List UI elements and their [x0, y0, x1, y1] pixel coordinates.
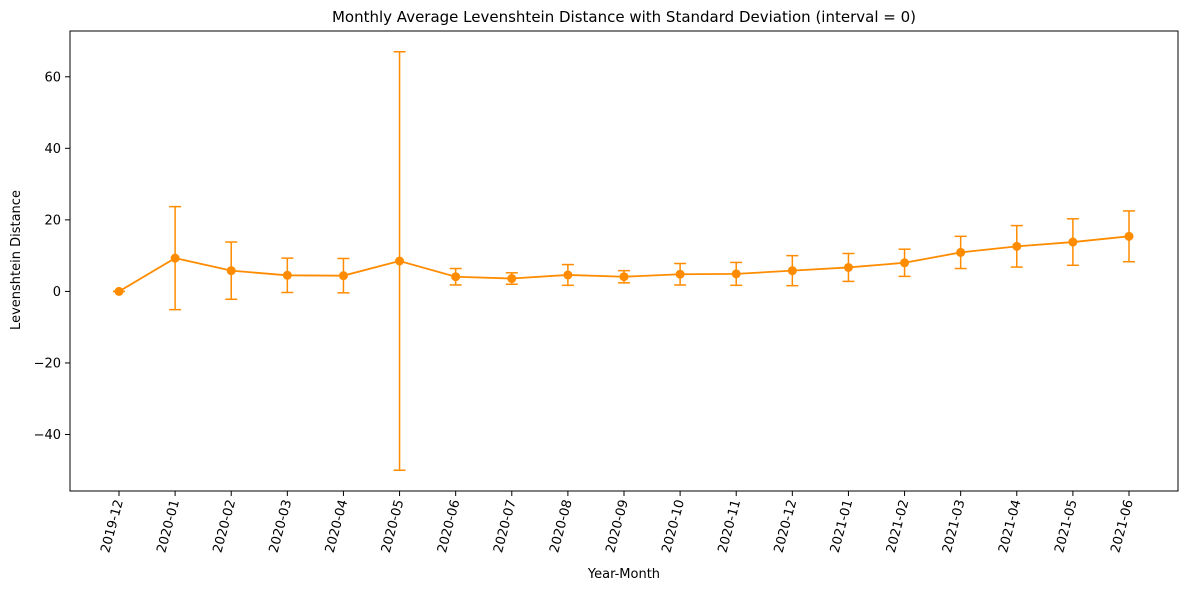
- data-point: [114, 286, 124, 296]
- data-point: [619, 272, 629, 282]
- y-tick-label: 0: [53, 285, 61, 300]
- y-tick-label: −20: [34, 356, 61, 371]
- data-point: [843, 262, 853, 272]
- x-tick-label: 2021-02: [884, 498, 913, 554]
- data-point: [338, 271, 348, 281]
- data-point: [226, 266, 236, 276]
- x-tick-label: 2020-12: [772, 498, 801, 554]
- x-tick-label: 2021-06: [1108, 498, 1137, 554]
- x-tick-label: 2020-09: [603, 498, 632, 554]
- x-tick-label: 2020-04: [323, 498, 352, 554]
- y-tick-label: 40: [44, 142, 61, 157]
- data-point: [675, 269, 685, 279]
- data-point: [1012, 241, 1022, 251]
- data-point: [900, 258, 910, 268]
- data-point: [170, 253, 180, 263]
- chart-title: Monthly Average Levenshtein Distance wit…: [332, 8, 916, 26]
- x-tick-label: 2021-01: [828, 498, 857, 554]
- y-tick-label: 20: [44, 213, 61, 228]
- data-point: [451, 272, 461, 282]
- y-tick-label: 60: [44, 70, 61, 85]
- data-point: [395, 256, 405, 266]
- axes-frame: [69, 30, 1179, 492]
- x-tick-label: 2020-10: [659, 498, 688, 554]
- data-point: [1068, 237, 1078, 247]
- y-axis-label: Levenshtein Distance: [9, 190, 24, 330]
- x-tick-label: 2020-01: [154, 498, 183, 554]
- x-tick-label: 2021-05: [1052, 498, 1081, 554]
- plot-area: −40 −20 0 20 40 60 2019-12 2020-01 2020-02 2020-0…: [34, 30, 1179, 555]
- data-point: [563, 270, 573, 280]
- x-tick-label: 2020-03: [267, 498, 296, 554]
- x-tick-label: 2020-06: [435, 498, 464, 554]
- y-tick-label: −40: [34, 428, 61, 443]
- x-tick-label: 2019-12: [98, 498, 127, 554]
- data-point: [507, 274, 517, 284]
- x-tick-label: 2020-08: [547, 498, 576, 554]
- x-tick-label: 2020-11: [716, 498, 745, 554]
- x-axis-label: Year-Month: [587, 567, 660, 582]
- data-point: [1124, 231, 1134, 241]
- x-tick-label: 2020-02: [211, 498, 240, 554]
- data-point: [282, 270, 292, 280]
- x-tick-label: 2021-04: [996, 498, 1025, 554]
- x-tick-label: 2020-07: [491, 498, 520, 554]
- x-tick-label: 2020-05: [379, 498, 408, 554]
- x-tick-label: 2021-03: [940, 498, 969, 554]
- data-point: [787, 266, 797, 276]
- data-point: [956, 247, 966, 257]
- data-point: [731, 269, 741, 279]
